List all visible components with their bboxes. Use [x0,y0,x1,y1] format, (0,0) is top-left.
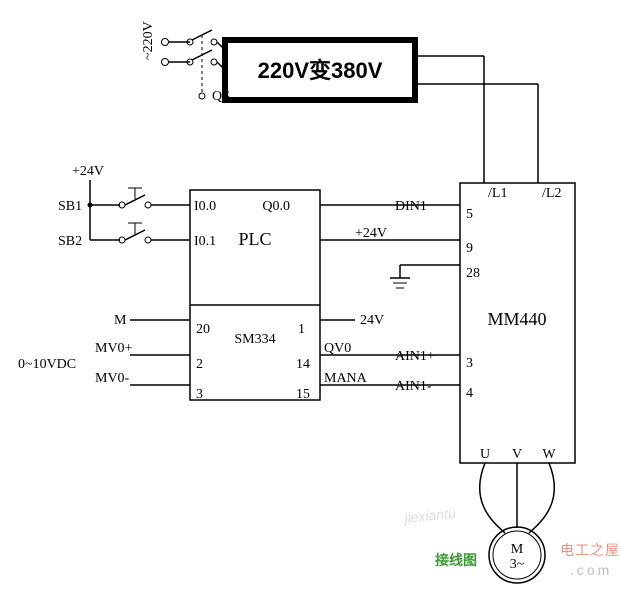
analog-range-label: 0~10VDC [18,357,76,372]
vfd-u: U [480,447,490,462]
ain1m-label: AIN1- [395,379,432,394]
vfd-label: MM440 [487,309,546,329]
mv0m-num: 3 [196,387,203,402]
vfd-t9: 9 [466,241,473,256]
i00-label: I0.0 [194,199,216,214]
watermark-com: .com [570,562,612,578]
plc-r14-num: 14 [296,357,310,372]
qv0-label: QV0 [324,341,351,356]
watermark-right-1: 电工之屋 [560,542,620,558]
plc-left-20: 20 [196,322,210,337]
vfd-t3: 3 [466,356,473,371]
transformer-label: 220V变380V [258,58,383,83]
mv0m-label: MV0- [95,371,130,386]
vfd-t28: 28 [466,266,480,281]
watermark-gray-group: jiexiantu [402,505,457,527]
vfd-l1-label: /L1 [488,186,507,201]
supply-terminal-bot [162,59,169,66]
mv0p-num: 2 [196,357,203,372]
motor-m: M [511,542,524,557]
plc-24v-label: +24V [72,164,104,179]
phase-u-wire [480,463,505,533]
vfd-t4: 4 [466,386,473,401]
motor-3ph: 3~ [510,557,525,572]
supply-220v-label: ~220V [141,21,156,60]
sb2-label: SB2 [58,234,82,249]
supply-terminal-top [162,39,169,46]
din1-label: DIN1 [395,199,427,214]
plc-r-p24-label: +24V [355,226,387,241]
plc-module-label: SM334 [234,332,275,347]
plc-r1-num: 1 [298,322,305,337]
vfd-v: V [512,447,522,462]
ground-symbol [390,265,410,288]
plc-r15-num: 15 [296,387,310,402]
vfd-t5: 5 [466,207,473,222]
sb1-label: SB1 [58,199,82,214]
switch-qs [187,30,217,92]
plc-r24-label: 24V [360,313,384,328]
watermark-gray: jiexiantu [402,505,457,527]
plc-label: PLC [238,229,271,249]
wiring-diagram: 220V变380V ~220V QS PLC SM334 +24V [0,0,621,604]
vfd-l2-label: /L2 [542,186,561,201]
mana-label: MANA [324,371,368,386]
q00-label: Q0.0 [262,199,290,214]
plc-m-label: M [114,313,127,328]
i01-label: I0.1 [194,234,216,249]
button-sb1 [90,188,190,208]
vfd-w: W [542,447,556,462]
mv0p-label: MV0+ [95,341,133,356]
ain1p-label: AIN1+ [395,349,435,364]
watermark-green: 接线图 [435,552,477,568]
button-sb2 [90,223,190,243]
phase-w-wire [529,463,554,533]
qs-label: QS [212,89,230,104]
